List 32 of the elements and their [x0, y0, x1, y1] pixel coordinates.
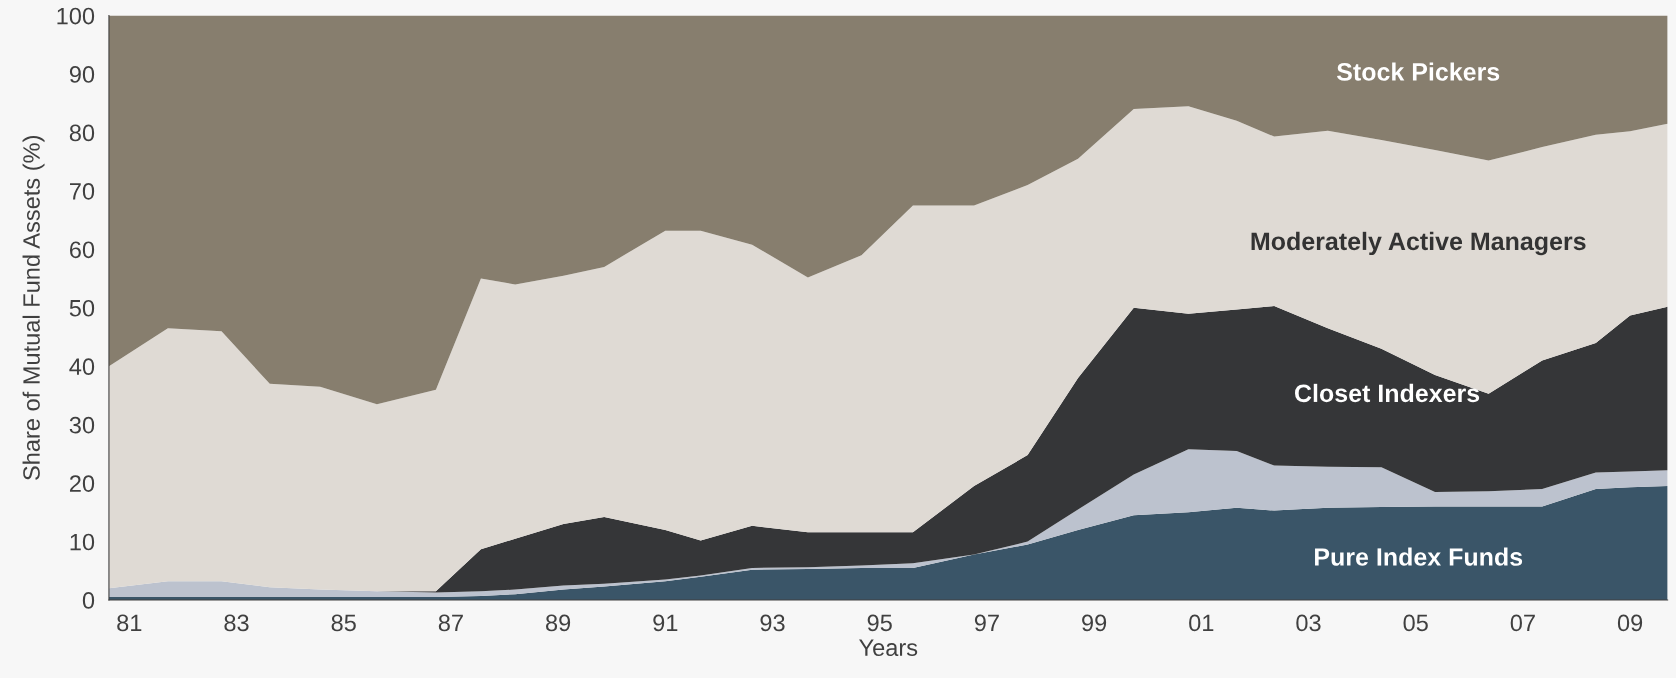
- series-label: Pure Index Funds: [1315, 547, 1523, 566]
- series-label: Stock Pickers: [1336, 62, 1500, 81]
- series-label: Closet Indexers: [1295, 383, 1480, 403]
- y-tick-label: 60: [69, 241, 95, 259]
- x-tick-label: 87: [438, 614, 463, 632]
- y-tick-label: 40: [69, 358, 95, 376]
- y-tick-label: 90: [69, 66, 95, 83]
- x-tick-label: 07: [1510, 614, 1535, 632]
- x-tick-label: 01: [1189, 614, 1214, 632]
- y-tick-label: 30: [69, 416, 95, 434]
- x-tick-label: 97: [974, 614, 999, 632]
- y-tick-label: 50: [69, 299, 95, 317]
- x-tick-label: 91: [653, 614, 678, 632]
- x-tick-label: 83: [224, 614, 249, 632]
- y-tick-label: 100: [57, 7, 95, 25]
- x-tick-label: 09: [1617, 614, 1643, 632]
- series-label: Moderately Active Managers: [1251, 231, 1586, 256]
- x-axis-title: Years: [859, 639, 918, 657]
- y-axis-title: Share of Mutual Fund Assets (%): [22, 136, 45, 480]
- x-tick-label: 95: [867, 614, 892, 632]
- x-tick-label: 89: [546, 614, 571, 632]
- y-tick-label: 0: [82, 592, 95, 609]
- y-tick-label: 70: [70, 182, 95, 200]
- y-tick-label: 80: [69, 124, 95, 142]
- x-tick-label: 05: [1403, 614, 1428, 632]
- x-tick-label: 93: [760, 614, 785, 632]
- y-tick-label: 20: [69, 475, 95, 492]
- x-tick-label: 85: [331, 614, 356, 632]
- y-tick-label: 10: [70, 533, 95, 551]
- x-tick-label: 81: [117, 614, 142, 632]
- x-tick-label: 03: [1296, 614, 1321, 632]
- x-tick-label: 99: [1082, 614, 1107, 632]
